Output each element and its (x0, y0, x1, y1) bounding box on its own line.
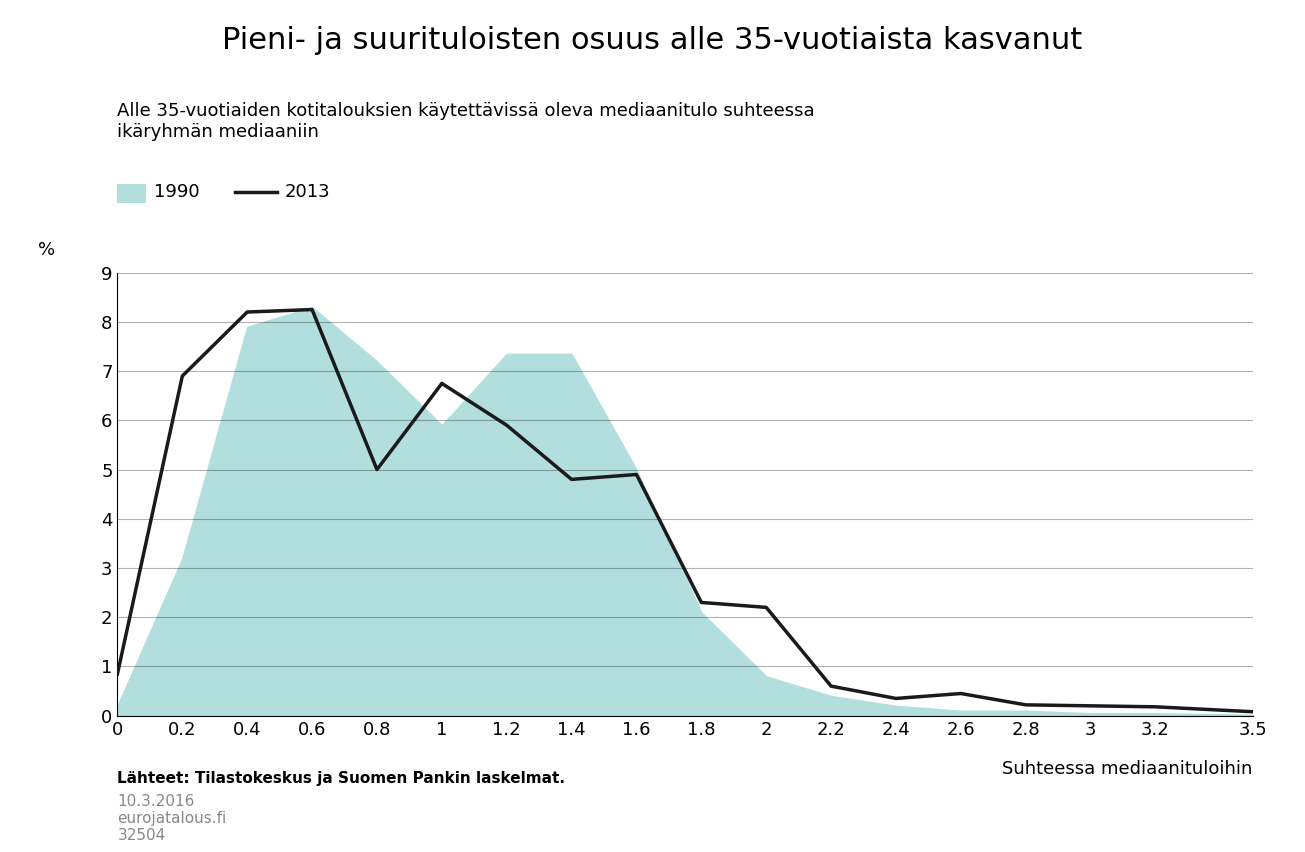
Text: Lähteet: Tilastokeskus ja Suomen Pankin laskelmat.: Lähteet: Tilastokeskus ja Suomen Pankin … (117, 771, 565, 786)
Text: Suhteessa mediaanituloihin: Suhteessa mediaanituloihin (1002, 760, 1253, 778)
Text: 2013: 2013 (284, 182, 330, 201)
Text: Alle 35-vuotiaiden kotitalouksien käytettävissä oleva mediaanitulo suhteessa
ikä: Alle 35-vuotiaiden kotitalouksien käytet… (117, 102, 816, 141)
Text: 1990: 1990 (154, 182, 200, 201)
Text: Pieni- ja suurituloisten osuus alle 35-vuotiaista kasvanut: Pieni- ja suurituloisten osuus alle 35-v… (222, 26, 1083, 55)
Text: eurojatalous.fi: eurojatalous.fi (117, 811, 227, 826)
Text: 10.3.2016: 10.3.2016 (117, 794, 194, 809)
Text: 32504: 32504 (117, 828, 166, 843)
Text: %: % (38, 241, 55, 259)
